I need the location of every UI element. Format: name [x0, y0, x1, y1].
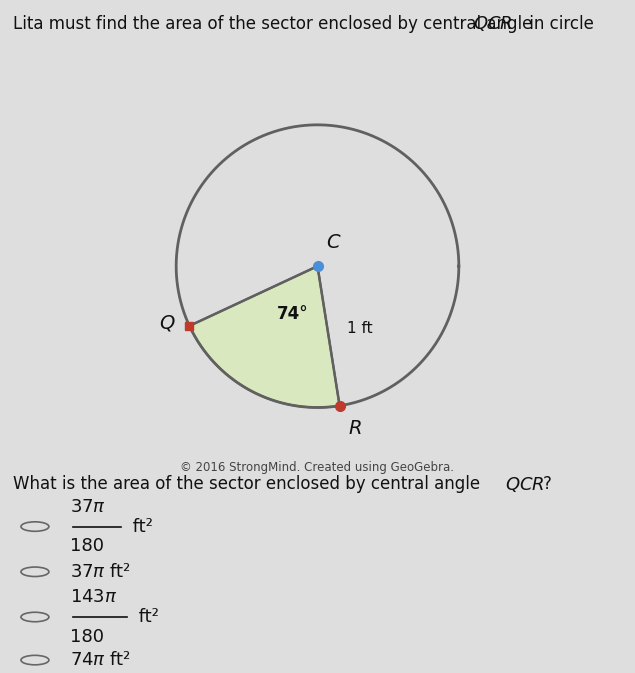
Text: ft²: ft²	[133, 608, 159, 626]
Text: in circle: in circle	[524, 15, 599, 32]
Text: 180: 180	[70, 537, 104, 555]
Wedge shape	[189, 267, 340, 407]
Text: ?: ?	[543, 475, 552, 493]
Text: $QCR$: $QCR$	[473, 14, 512, 33]
Text: ft²: ft²	[127, 518, 153, 536]
Text: What is the area of the sector enclosed by central angle: What is the area of the sector enclosed …	[13, 475, 485, 493]
Text: $C$: $C$	[326, 234, 342, 252]
Text: $37\pi$: $37\pi$	[70, 498, 106, 516]
Text: $74\pi$ ft²: $74\pi$ ft²	[70, 651, 131, 669]
Text: Lita must find the area of the sector enclosed by central angle: Lita must find the area of the sector en…	[13, 15, 537, 32]
Text: $37\pi$ ft²: $37\pi$ ft²	[70, 563, 131, 581]
Text: 1 ft: 1 ft	[347, 322, 373, 336]
Text: 180: 180	[70, 628, 104, 646]
Text: $R$: $R$	[348, 420, 362, 438]
Text: $QCR$: $QCR$	[505, 475, 544, 494]
Text: 74°: 74°	[276, 305, 308, 322]
Text: © 2016 StrongMind. Created using GeoGebra.: © 2016 StrongMind. Created using GeoGebr…	[180, 461, 455, 474]
Text: $143\pi$: $143\pi$	[70, 588, 117, 606]
Text: $Q$: $Q$	[159, 313, 175, 333]
